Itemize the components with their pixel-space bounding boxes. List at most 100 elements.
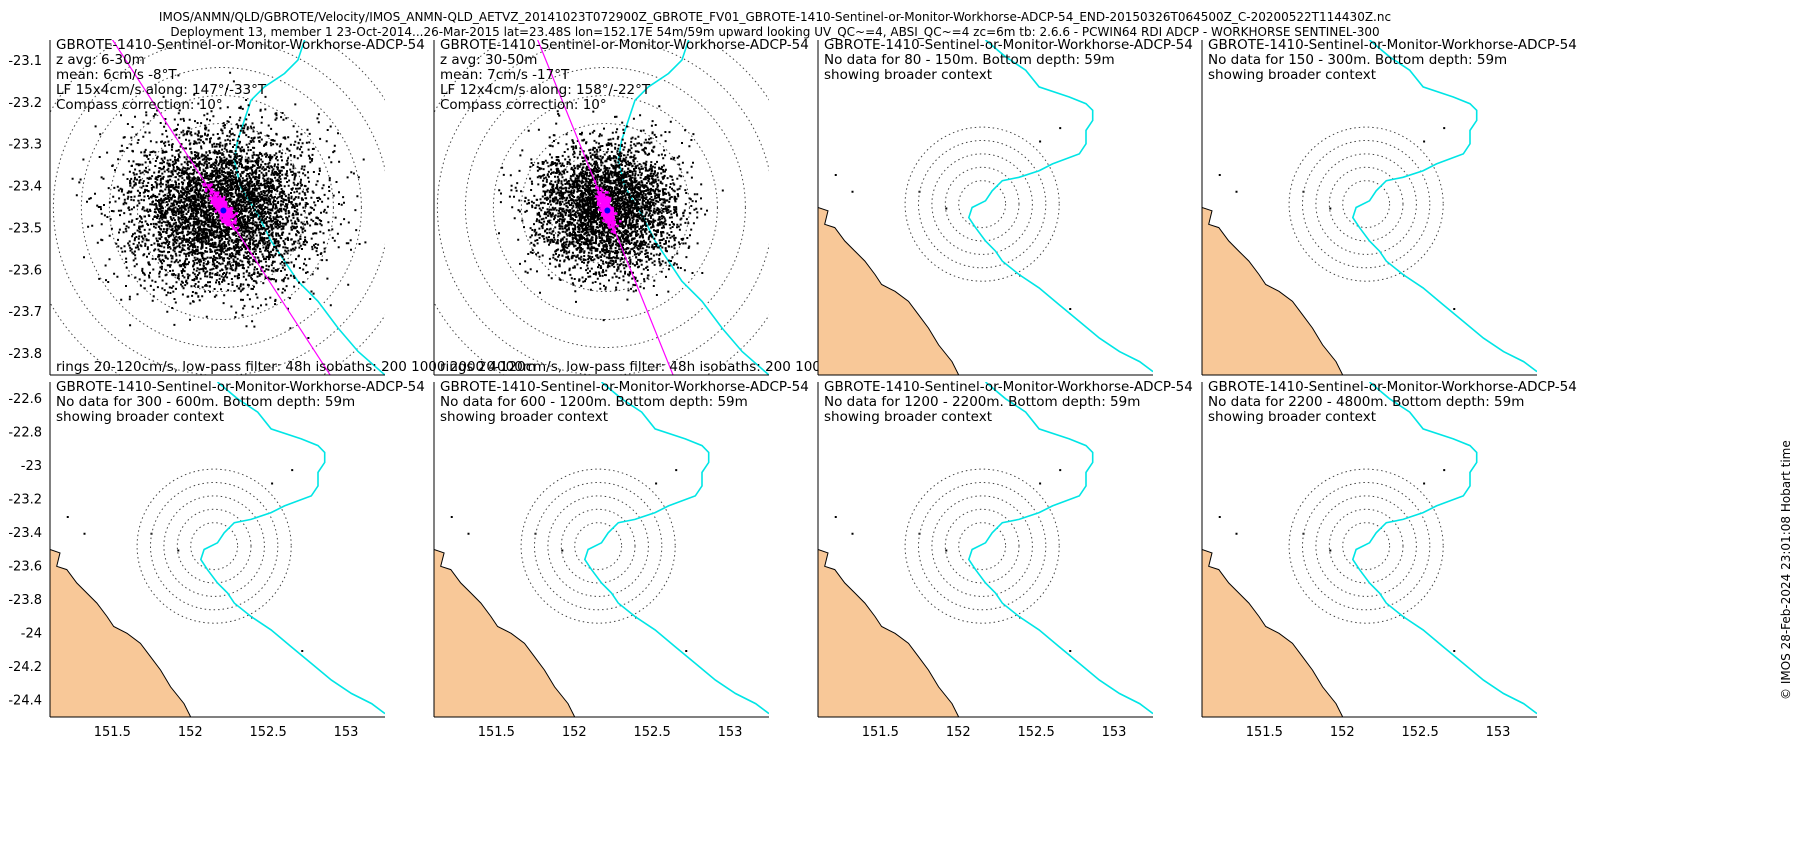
island-marker xyxy=(1069,650,1072,652)
island-marker xyxy=(945,207,948,210)
island-marker xyxy=(1059,469,1062,472)
island-marker xyxy=(834,174,837,176)
island-marker xyxy=(177,549,180,552)
x-tick-label: 152 xyxy=(178,725,203,740)
y-tick-label: -23 xyxy=(21,459,42,474)
panel-annotation: LF 15x4cm/s along: 147°/-33°T xyxy=(56,82,267,98)
island-marker xyxy=(1423,482,1426,485)
island-marker xyxy=(1443,127,1446,130)
x-tick-label: 152.5 xyxy=(1018,725,1055,740)
y-tick-label: -24 xyxy=(21,626,42,641)
land-polygon xyxy=(1202,548,1344,717)
panel-title: GBROTE-1410-Sentinel-or-Monitor-Workhors… xyxy=(824,379,1193,395)
range-ring xyxy=(931,153,1033,255)
range-ring xyxy=(548,151,662,264)
x-tick-label: 152.5 xyxy=(634,725,671,740)
range-ring xyxy=(931,495,1033,597)
y-tick-label: -23.8 xyxy=(8,347,42,362)
x-tick-label: 153 xyxy=(718,725,743,740)
island-marker xyxy=(291,469,294,472)
range-ring xyxy=(520,123,690,292)
panel-annotation: Compass correction: 10° xyxy=(440,97,607,113)
range-ring xyxy=(520,468,676,624)
island-marker xyxy=(851,190,854,193)
island-marker xyxy=(1059,127,1062,130)
panel-title: GBROTE-1410-Sentinel-or-Monitor-Workhors… xyxy=(56,37,425,53)
island-marker xyxy=(1039,140,1042,143)
range-ring xyxy=(904,468,1060,624)
x-tick-label: 151.5 xyxy=(862,725,899,740)
panel-8: GBROTE-1410-Sentinel-or-Monitor-Workhors… xyxy=(1201,379,1577,718)
y-tick-label: -24.4 xyxy=(8,693,42,708)
island-marker xyxy=(1039,482,1042,485)
x-tick-label: 153 xyxy=(334,725,359,740)
y-tick-label: -23.7 xyxy=(8,305,42,320)
panel-5: GBROTE-1410-Sentinel-or-Monitor-Workhors… xyxy=(49,379,425,718)
range-ring xyxy=(52,40,385,375)
x-tick-label: 152 xyxy=(1330,725,1355,740)
range-ring xyxy=(958,180,1007,229)
y-tick-label: -23.3 xyxy=(8,138,42,153)
isobath-line xyxy=(199,382,385,715)
panel-annotation: mean: 6cm/s -8°T xyxy=(56,67,177,83)
island-marker xyxy=(1235,532,1238,535)
panel-annotation: z avg: 6-30m xyxy=(56,52,145,68)
island-marker xyxy=(271,482,274,485)
panel-footer: rings 20-120cm/s, low-pass filter: 48h i… xyxy=(56,359,536,375)
x-tick-label: 152 xyxy=(562,725,587,740)
range-ring xyxy=(136,123,306,292)
range-ring xyxy=(944,508,1020,584)
panel-annotation: showing broader context xyxy=(824,67,992,83)
range-ring xyxy=(560,508,636,584)
y-tick-label: -23.4 xyxy=(8,180,42,195)
panel-annotation: No data for 300 - 600m. Bottom depth: 59… xyxy=(56,394,355,410)
island-marker xyxy=(66,516,69,518)
range-ring xyxy=(176,508,252,584)
island-marker xyxy=(83,532,86,535)
panel-annotation: showing broader context xyxy=(56,409,224,425)
island-marker xyxy=(1218,516,1221,518)
panel-annotation: showing broader context xyxy=(824,409,992,425)
panel-annotation: No data for 2200 - 4800m. Bottom depth: … xyxy=(1208,394,1524,410)
range-ring xyxy=(163,495,265,597)
x-tick-label: 151.5 xyxy=(1246,725,1283,740)
range-ring xyxy=(136,468,292,624)
range-ring xyxy=(108,95,334,320)
island-marker xyxy=(655,482,658,485)
range-ring xyxy=(918,482,1047,611)
x-tick-label: 153 xyxy=(1486,725,1511,740)
range-ring xyxy=(150,482,279,611)
x-tick-label: 152 xyxy=(946,725,971,740)
range-ring xyxy=(190,522,239,571)
panel-title: GBROTE-1410-Sentinel-or-Monitor-Workhors… xyxy=(440,379,809,395)
isobath-line xyxy=(1351,382,1537,715)
island-marker xyxy=(1069,308,1072,310)
range-ring xyxy=(436,40,769,375)
panel-annotation: No data for 150 - 300m. Bottom depth: 59… xyxy=(1208,52,1507,68)
lowpass-points xyxy=(593,180,622,234)
range-ring xyxy=(1342,522,1391,571)
island-marker xyxy=(1218,174,1221,176)
island-marker xyxy=(834,516,837,518)
panel-4: GBROTE-1410-Sentinel-or-Monitor-Workhors… xyxy=(1201,37,1577,376)
y-tick-label: -23.4 xyxy=(8,526,42,541)
range-ring xyxy=(958,522,1007,571)
island-marker xyxy=(467,532,470,535)
island-marker xyxy=(685,650,688,652)
range-ring xyxy=(574,522,623,571)
panel-title: GBROTE-1410-Sentinel-or-Monitor-Workhors… xyxy=(440,37,809,53)
mean-vector-marker xyxy=(604,207,611,214)
range-ring xyxy=(1302,482,1431,611)
y-tick-label: -23.2 xyxy=(8,96,42,111)
panel-footer: rings 20-120cm/s, low-pass filter: 48h i… xyxy=(440,359,920,375)
range-ring xyxy=(1288,126,1444,282)
range-ring xyxy=(464,67,746,348)
land-polygon xyxy=(818,548,960,717)
isobath-line xyxy=(1351,40,1537,373)
panel-annotation: showing broader context xyxy=(1208,67,1376,83)
range-ring xyxy=(1315,495,1417,597)
y-tick-label: -23.2 xyxy=(8,492,42,507)
range-ring xyxy=(164,151,278,264)
range-ring xyxy=(534,482,663,611)
panel-annotation: Compass correction: 10° xyxy=(56,97,223,113)
